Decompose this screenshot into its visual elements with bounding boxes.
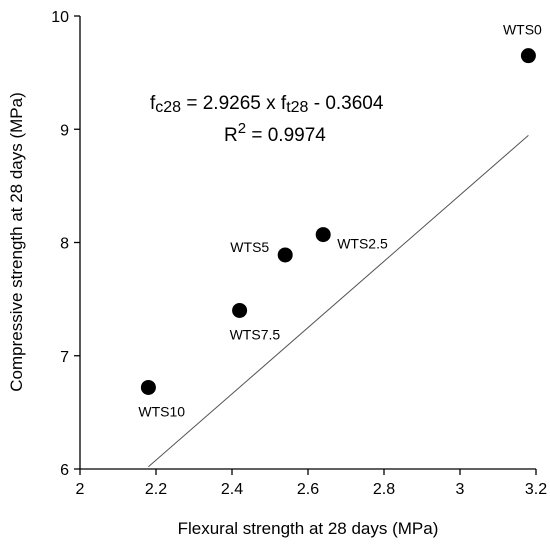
- point-labels: WTS0 WTS2.5 WTS5 WTS7.5 WTS10: [138, 22, 542, 420]
- data-point: [232, 302, 248, 318]
- y-tick-label: 9: [60, 122, 69, 139]
- x-ticks: 2 2.2 2.4 2.6 2.8 3 3.2: [76, 469, 547, 498]
- y-tick-label: 8: [60, 236, 69, 253]
- y-tick-label: 10: [51, 9, 69, 26]
- data-point: [520, 48, 536, 64]
- axes: [79, 16, 536, 470]
- x-tick-label: 2.6: [297, 481, 319, 498]
- data-point: [277, 247, 293, 263]
- point-label: WTS0: [503, 22, 542, 38]
- x-tick-label: 2.8: [373, 481, 395, 498]
- point-label: WTS5: [230, 239, 269, 255]
- y-tick-label: 6: [60, 462, 69, 479]
- point-label: WTS7.5: [230, 326, 281, 342]
- data-point: [315, 227, 331, 243]
- data-point: [140, 379, 156, 395]
- x-tick-label: 3.2: [525, 481, 547, 498]
- x-axis-title: Flexural strength at 28 days (MPa): [178, 519, 439, 538]
- x-tick-label: 3: [456, 481, 465, 498]
- y-axis-title: Compressive strength at 28 days (MPa): [7, 92, 26, 392]
- equation-annotation: fc28 = 2.9265 x ft28 - 0.3604: [150, 93, 384, 116]
- x-tick-label: 2: [76, 481, 85, 498]
- point-label: WTS10: [138, 403, 185, 419]
- point-label: WTS2.5: [337, 236, 388, 252]
- trend-line: [148, 135, 529, 468]
- data-points: [140, 48, 536, 395]
- x-tick-label: 2.4: [221, 481, 243, 498]
- x-tick-label: 2.2: [145, 481, 167, 498]
- y-tick-label: 7: [60, 349, 69, 366]
- y-ticks: 6 7 8 9 10: [51, 9, 80, 479]
- r-squared-annotation: R2 = 0.9974: [224, 120, 326, 146]
